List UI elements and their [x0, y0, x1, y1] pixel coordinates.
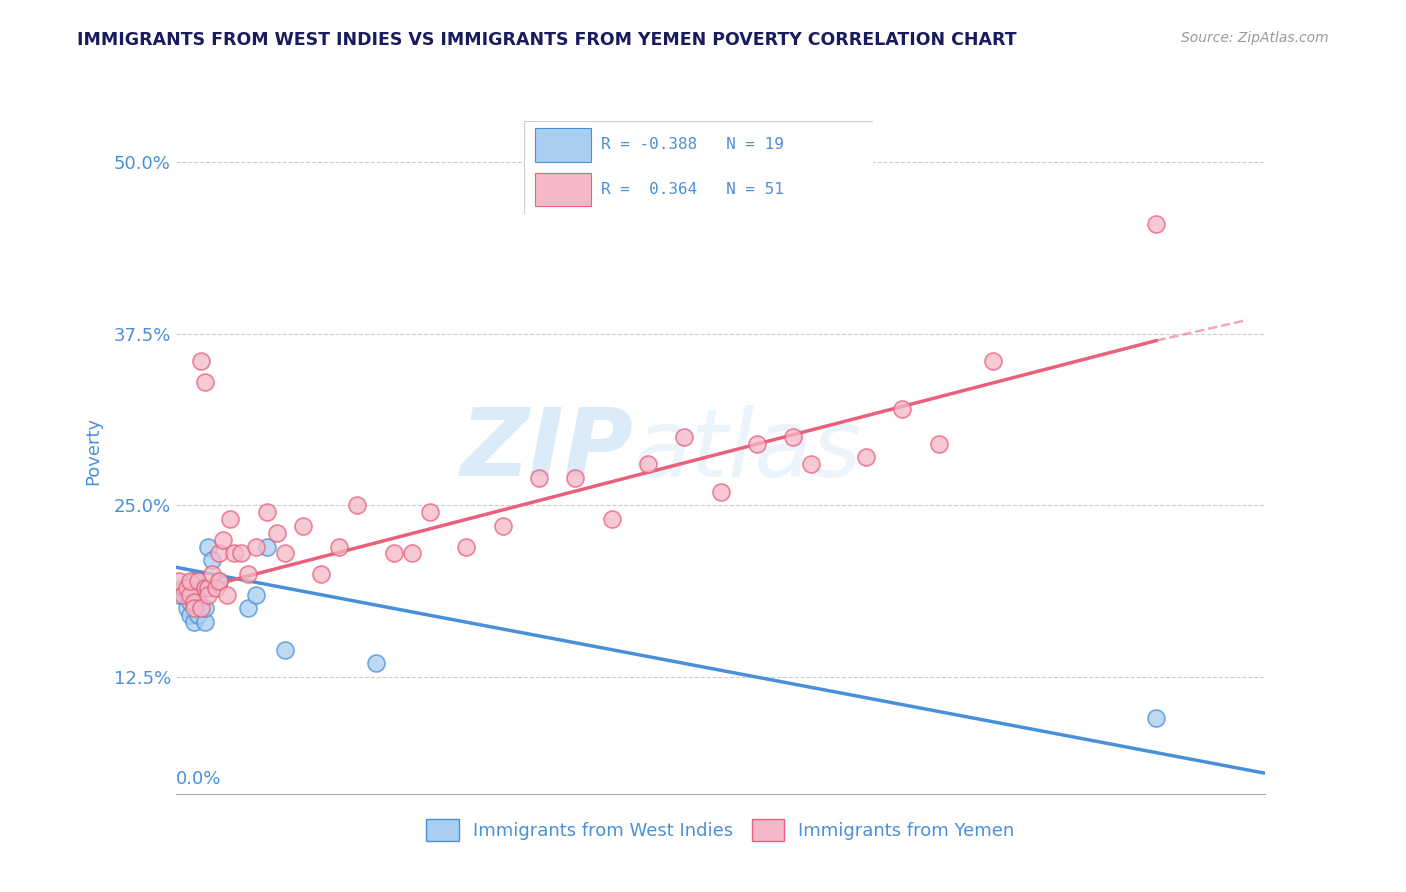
Point — [222, 546, 245, 561]
Point — [194, 615, 217, 630]
Point — [183, 594, 205, 608]
Point — [1146, 711, 1168, 725]
Point — [600, 512, 623, 526]
Point — [194, 601, 217, 615]
Point — [183, 601, 205, 615]
Point — [179, 574, 201, 588]
Text: Source: ZipAtlas.com: Source: ZipAtlas.com — [1181, 31, 1329, 45]
Point — [245, 588, 267, 602]
Point — [800, 457, 823, 471]
Point — [256, 540, 278, 554]
Point — [745, 436, 768, 450]
Point — [197, 540, 219, 554]
Point — [169, 574, 191, 588]
Point — [710, 484, 733, 499]
Point — [274, 642, 297, 657]
Point — [204, 581, 226, 595]
Point — [266, 525, 288, 540]
Point — [215, 588, 238, 602]
Point — [782, 430, 804, 444]
Y-axis label: Poverty: Poverty — [84, 417, 103, 484]
Point — [855, 450, 877, 465]
Point — [176, 601, 198, 615]
Point — [928, 436, 950, 450]
Point — [981, 354, 1004, 368]
Point — [179, 608, 201, 623]
Point — [190, 601, 212, 615]
Text: IMMIGRANTS FROM WEST INDIES VS IMMIGRANTS FROM YEMEN POVERTY CORRELATION CHART: IMMIGRANTS FROM WEST INDIES VS IMMIGRANT… — [77, 31, 1017, 49]
Point — [291, 519, 314, 533]
Point — [183, 574, 205, 588]
Point — [245, 540, 267, 554]
Point — [527, 471, 550, 485]
Point — [197, 581, 219, 595]
Point — [382, 546, 405, 561]
Point — [238, 601, 260, 615]
Point — [208, 574, 231, 588]
Point — [186, 574, 209, 588]
Point — [456, 540, 478, 554]
Point — [176, 581, 198, 595]
Point — [190, 354, 212, 368]
Legend: Immigrants from West Indies, Immigrants from Yemen: Immigrants from West Indies, Immigrants … — [418, 810, 1024, 850]
Point — [256, 505, 278, 519]
Point — [172, 581, 194, 595]
Point — [346, 499, 368, 513]
Point — [637, 457, 659, 471]
Point — [201, 553, 224, 567]
Point — [401, 546, 423, 561]
Point — [197, 588, 219, 602]
Text: ZIP: ZIP — [461, 404, 633, 497]
Point — [194, 581, 217, 595]
Point — [169, 588, 191, 602]
Point — [179, 594, 201, 608]
Point — [364, 657, 387, 671]
Point — [673, 430, 696, 444]
Point — [183, 615, 205, 630]
Point — [208, 574, 231, 588]
Point — [190, 601, 212, 615]
Point — [891, 402, 914, 417]
Point — [419, 505, 441, 519]
Point — [176, 588, 198, 602]
Point — [328, 540, 350, 554]
Point — [212, 533, 235, 547]
Point — [231, 546, 253, 561]
Text: atlas: atlas — [633, 405, 862, 496]
Text: 0.0%: 0.0% — [176, 770, 221, 788]
Point — [564, 471, 586, 485]
Point — [179, 588, 201, 602]
Point — [172, 588, 194, 602]
Point — [274, 546, 297, 561]
Point — [492, 519, 515, 533]
Point — [219, 512, 242, 526]
Point — [208, 546, 231, 561]
Point — [201, 567, 224, 582]
Point — [309, 567, 332, 582]
Point — [190, 581, 212, 595]
Point — [186, 608, 209, 623]
Point — [186, 588, 209, 602]
Point — [1146, 217, 1168, 231]
Point — [238, 567, 260, 582]
Point — [194, 375, 217, 389]
